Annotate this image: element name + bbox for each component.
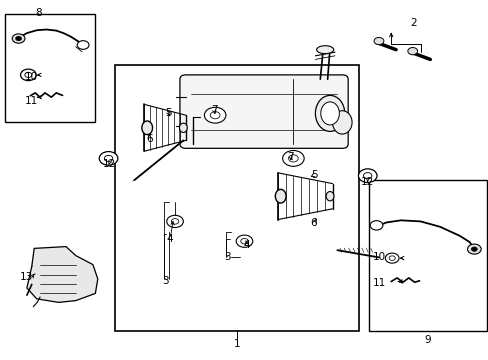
Ellipse shape (179, 123, 187, 132)
Circle shape (240, 238, 248, 244)
Bar (5, 14, 95, 122)
Text: 11: 11 (371, 278, 385, 288)
Circle shape (385, 253, 398, 263)
Circle shape (99, 152, 118, 165)
Text: 8: 8 (35, 8, 41, 18)
Circle shape (166, 215, 183, 228)
Text: 9: 9 (424, 335, 430, 345)
Ellipse shape (142, 121, 152, 135)
Circle shape (467, 244, 480, 254)
Ellipse shape (320, 102, 339, 125)
Text: 5: 5 (311, 170, 318, 180)
Text: 10: 10 (372, 252, 385, 262)
Ellipse shape (332, 111, 351, 134)
Circle shape (407, 48, 417, 55)
Ellipse shape (275, 189, 285, 203)
Circle shape (388, 256, 394, 260)
Circle shape (236, 235, 252, 247)
Text: 10: 10 (25, 72, 38, 82)
Text: 6: 6 (310, 218, 317, 228)
Text: 7: 7 (286, 152, 293, 162)
Text: 12: 12 (360, 177, 374, 187)
Ellipse shape (315, 95, 344, 131)
Text: 2: 2 (409, 18, 416, 28)
Text: 3: 3 (224, 252, 230, 262)
Circle shape (20, 69, 36, 81)
Circle shape (204, 107, 225, 123)
Text: 6: 6 (146, 134, 153, 144)
Text: 7: 7 (210, 105, 217, 115)
Ellipse shape (316, 46, 333, 54)
Text: 13: 13 (20, 272, 34, 282)
Text: 11: 11 (25, 96, 39, 106)
Circle shape (104, 155, 113, 162)
Bar (368, 180, 486, 331)
Ellipse shape (325, 192, 333, 201)
Circle shape (369, 221, 382, 230)
Circle shape (282, 150, 304, 166)
Circle shape (358, 169, 376, 183)
Circle shape (12, 34, 25, 43)
Circle shape (25, 72, 32, 77)
Text: 4: 4 (243, 240, 249, 250)
Circle shape (288, 155, 298, 162)
Text: 5: 5 (165, 108, 172, 118)
Circle shape (77, 41, 89, 49)
Text: 12: 12 (102, 159, 116, 169)
Circle shape (210, 112, 220, 119)
Bar (115, 65, 359, 331)
Text: 3: 3 (162, 276, 168, 286)
Text: 4: 4 (166, 234, 173, 244)
Polygon shape (27, 247, 98, 302)
Circle shape (171, 219, 179, 224)
Circle shape (470, 247, 476, 251)
Circle shape (373, 37, 383, 45)
FancyBboxPatch shape (180, 75, 347, 148)
Circle shape (363, 172, 371, 179)
Circle shape (16, 36, 21, 41)
Text: 1: 1 (233, 339, 240, 349)
